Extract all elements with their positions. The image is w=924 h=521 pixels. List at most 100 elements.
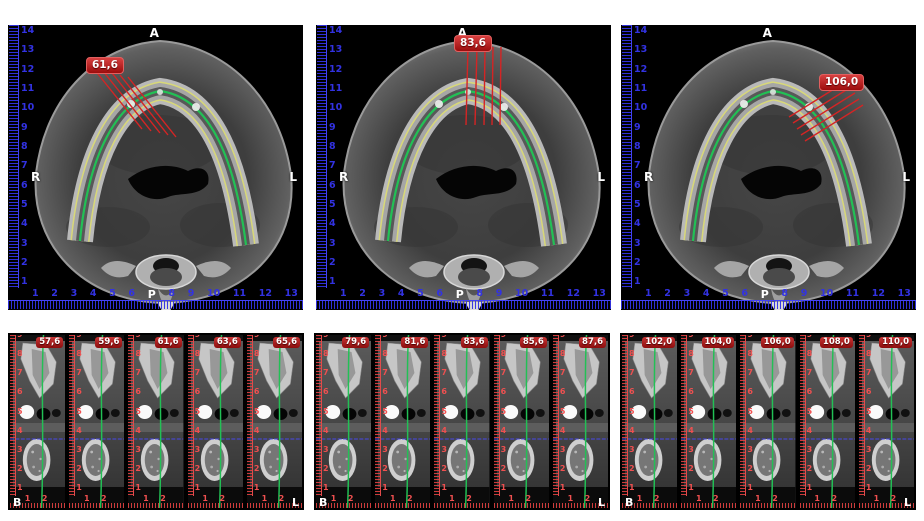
cross-ct-image [128,335,184,508]
mandible-cross-section [82,439,110,481]
slice-measurement-badge: 57,6 [36,337,64,348]
mandible-cross-section [447,439,475,481]
mandible-cross-section [141,439,169,481]
mandible-cross-section [753,439,781,481]
cross-ct-image [740,335,796,508]
upper-bone [257,342,294,399]
axial-view[interactable]: 14 13 12 11 10 9 8 7 6 5 4 3 2 1 1 2 3 4 5 6 P 8 9 10 11 12 13 A … [8,25,303,310]
upper-bone [691,342,728,399]
orientation-label-right: R [339,170,349,185]
mandible-arch [680,77,872,247]
upper-bone [444,342,482,399]
slice-measurement-badge: 85,6 [519,337,547,348]
mandible-cross-section [328,439,357,481]
orientation-label-right: R [31,170,41,185]
bright-crown [868,405,883,419]
orientation-label-right: R [644,170,654,185]
upper-bone [138,342,176,399]
cross-ct-image [622,335,678,508]
cross-ct-image [681,335,737,508]
dark-cavity [342,408,357,420]
dark-cavity [461,408,475,420]
orientation-label-lingual: L [597,496,605,509]
slice-measurement-badge: 59,6 [95,337,123,348]
cross-ct-image [858,335,915,508]
cross-ct-image [493,335,549,508]
crosshair-vertical-green [889,335,894,508]
orientation-label-lingual: L [903,496,911,509]
bright-crown [502,405,518,419]
slice-measurement-badge: 106,0 [760,337,794,348]
bright-crown [384,405,400,419]
dark-cavity [214,408,229,420]
orientation-label-lingual: L [291,496,299,509]
vertebra [714,254,844,310]
cross-ct-image [69,335,125,508]
mandible-cross-section [388,439,416,481]
airway [436,165,517,200]
upper-bone [20,342,57,399]
crosshair-vertical-green [465,335,469,508]
slice-measurement-badge: 65,6 [273,337,301,348]
slice-fan-right-body [93,68,177,138]
upper-bone [385,342,422,399]
slice-measurement-badge: 61,6 [154,337,182,348]
axial-view[interactable]: 14 13 12 11 10 9 8 7 6 5 4 3 2 1 1 2 3 4 5 6 P 8 9 10 11 12 13 A … [316,25,611,310]
cross-ct-image [552,335,609,508]
crosshair-vertical-green [406,335,410,508]
axial-ct-image [34,39,293,310]
vertebra [101,254,231,310]
bright-crown [137,405,153,419]
bright-crown [256,405,271,419]
crosshair-vertical-green [346,335,351,508]
upper-bone [79,342,116,399]
upper-bone [750,342,788,399]
dark-cavity [95,408,110,420]
dark-cavity [36,408,51,420]
cross-ct-image [316,335,372,508]
bright-crown [562,405,577,419]
bright-crown [196,405,212,419]
axial-view[interactable]: 14 13 12 11 10 9 8 7 6 5 4 3 2 1 1 2 3 4 5 6 P 8 9 10 11 12 13 A … [621,25,916,310]
dark-cavity [520,408,535,420]
measurement-badge: 61,6 [86,57,124,74]
dark-cavity [273,408,288,420]
measurement-badge: 106,0 [819,74,865,91]
orientation-label-anterior: A [457,26,467,40]
orientation-label-anterior: A [762,26,772,40]
dark-cavity [579,408,594,420]
crosshair-vertical-green [218,335,222,508]
cross-ct-image [799,335,855,508]
slice-measurement-badge: 87,6 [579,337,607,348]
slice-measurement-badge: 81,6 [401,337,429,348]
bright-crown [631,405,647,419]
slice-measurement-badge: 63,6 [213,337,241,348]
dark-cavity [155,408,169,420]
orientation-label-buccal: B [13,496,22,509]
mandible-cross-section [812,439,841,481]
vertebra [409,254,539,310]
airway [128,165,209,200]
